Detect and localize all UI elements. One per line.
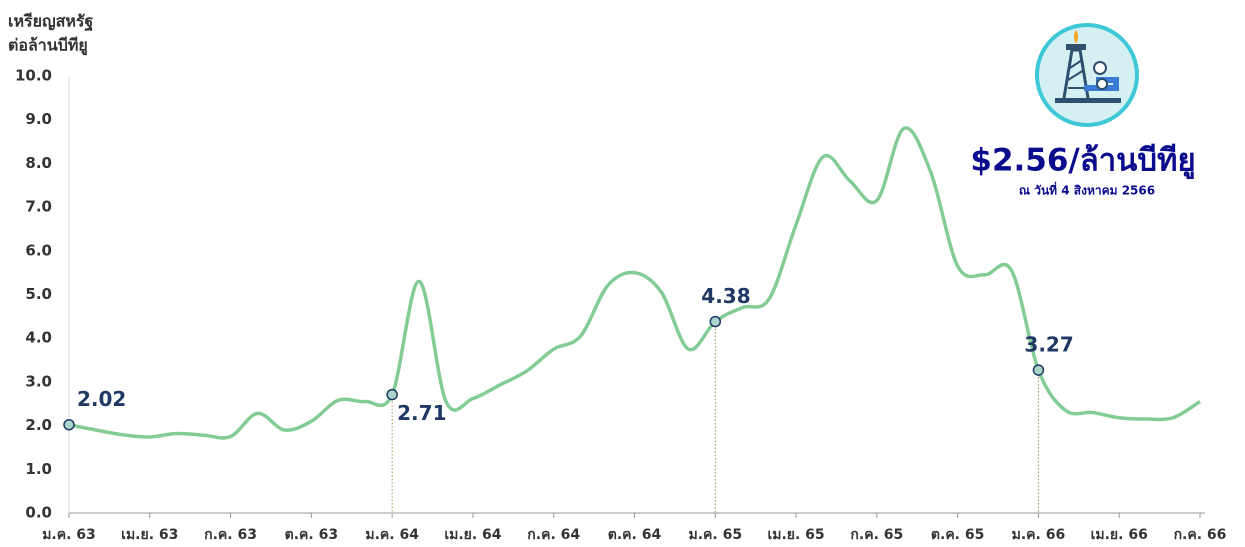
data-label: 3.27 (1024, 333, 1073, 357)
callout-note: ณ วันที่ 4 สิงหาคม 2566 (1019, 182, 1155, 198)
data-point (1032, 364, 1045, 376)
y-tick-label: 7.0 (25, 198, 52, 216)
data-point (63, 418, 75, 431)
data-label: 4.38 (701, 284, 750, 308)
y-tick-label: 3.0 (25, 372, 52, 390)
y-tick-label: 6.0 (25, 241, 52, 259)
y-tick-label: 1.0 (25, 460, 52, 478)
x-tick-label: ก.ค. 63 (204, 527, 257, 543)
x-tick-label: ม.ค. 65 (688, 527, 742, 543)
gas-icon (1035, 23, 1139, 127)
data-label: 2.71 (397, 401, 446, 425)
y-tick-label: 5.0 (25, 285, 52, 303)
data-point (709, 315, 722, 328)
x-tick-label: ต.ค. 63 (285, 527, 338, 543)
x-tick-label: เม.ย. 65 (767, 527, 824, 543)
y-tick-label: 10.0 (15, 67, 52, 85)
x-tick-label: ต.ค. 64 (608, 527, 662, 543)
x-tick-label: ม.ค. 66 (1012, 527, 1066, 543)
x-tick-label: เม.ย. 66 (1091, 527, 1148, 543)
x-tick-label: ก.ค. 66 (1174, 527, 1227, 543)
y-axis-title: เหรียญสหรัฐ (8, 12, 94, 32)
x-tick-label: ก.ค. 65 (850, 527, 903, 543)
callout-headline: $2.56/ล้านบีทียู (970, 143, 1195, 180)
y-tick-label: 8.0 (25, 154, 52, 172)
y-tick-label: 4.0 (25, 329, 52, 347)
series-line (68, 126, 1201, 440)
x-tick-label: ม.ค. 64 (365, 527, 419, 543)
y-axis-title: ต่อล้านบีทียู (8, 36, 88, 57)
x-tick-label: ต.ค. 65 (931, 527, 984, 543)
y-tick-label: 0.0 (25, 504, 52, 522)
x-tick-label: เม.ย. 63 (121, 527, 178, 543)
data-point (386, 388, 398, 401)
x-tick-label: เม.ย. 64 (444, 527, 501, 543)
x-tick-label: ก.ค. 64 (527, 527, 580, 543)
x-tick-label: ม.ค. 63 (42, 527, 96, 543)
data-label: 2.02 (77, 387, 126, 411)
y-tick-label: 2.0 (25, 416, 52, 434)
y-tick-label: 9.0 (25, 110, 52, 128)
